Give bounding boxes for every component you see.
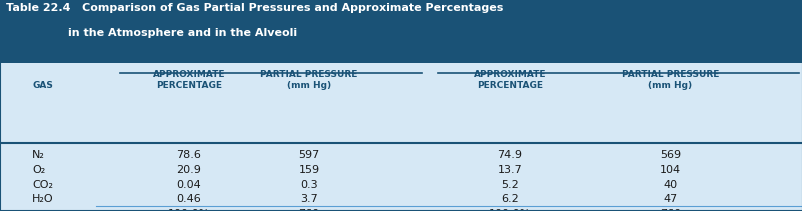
Text: ATMOSPHERE (SEA LEVEL): ATMOSPHERE (SEA LEVEL) [199, 52, 342, 62]
Text: 78.6: 78.6 [176, 150, 200, 160]
Bar [0, 0, 802, 63]
Text: PARTIAL PRESSURE
(mm Hg): PARTIAL PRESSURE (mm Hg) [621, 70, 719, 90]
Text: CO₂: CO₂ [32, 180, 53, 190]
Text: 100.0%: 100.0% [168, 209, 209, 211]
Text: 100.0%: 100.0% [488, 209, 530, 211]
Text: 3.7: 3.7 [300, 194, 318, 204]
Text: in the Atmosphere and in the Alveoli: in the Atmosphere and in the Alveoli [6, 28, 298, 38]
Text: 20.9: 20.9 [176, 165, 200, 175]
Text: H₂O: H₂O [32, 194, 54, 204]
Text: Table 22.4   Comparison of Gas Partial Pressures and Approximate Percentages: Table 22.4 Comparison of Gas Partial Pre… [6, 3, 503, 13]
Text: 159: 159 [298, 165, 319, 175]
Text: 0.04: 0.04 [176, 180, 200, 190]
Text: 74.9: 74.9 [496, 150, 522, 160]
Text: 597: 597 [298, 150, 319, 160]
Text: N₂: N₂ [32, 150, 45, 160]
Text: APPROXIMATE
PERCENTAGE: APPROXIMATE PERCENTAGE [473, 70, 545, 90]
Text: PARTIAL PRESSURE
(mm Hg): PARTIAL PRESSURE (mm Hg) [260, 70, 358, 90]
Text: 47: 47 [662, 194, 677, 204]
Text: 6.2: 6.2 [500, 194, 518, 204]
Text: GAS: GAS [32, 81, 53, 90]
Text: 760: 760 [298, 209, 319, 211]
Text: 760: 760 [659, 209, 680, 211]
Text: 0.46: 0.46 [176, 194, 200, 204]
Text: 13.7: 13.7 [497, 165, 521, 175]
Text: 0.3: 0.3 [300, 180, 318, 190]
Text: O₂: O₂ [32, 165, 46, 175]
Text: 5.2: 5.2 [500, 180, 518, 190]
Text: 569: 569 [659, 150, 680, 160]
Text: ALVEOLI: ALVEOLI [595, 52, 640, 62]
Text: 40: 40 [662, 180, 677, 190]
Text: APPROXIMATE
PERCENTAGE: APPROXIMATE PERCENTAGE [152, 70, 225, 90]
Text: 104: 104 [659, 165, 680, 175]
